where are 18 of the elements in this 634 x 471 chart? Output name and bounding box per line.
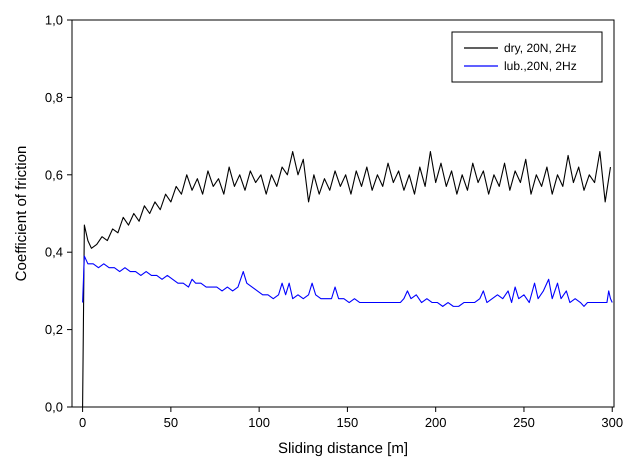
x-tick-label: 250: [513, 415, 535, 430]
y-tick-label: 0,4: [44, 244, 63, 260]
y-tick-label: 0,0: [44, 400, 63, 414]
x-tick-label: 100: [248, 415, 270, 430]
y-tick-label: 0,8: [44, 90, 63, 105]
x-tick-label: 150: [336, 415, 358, 430]
x-tick-label: 50: [164, 415, 178, 430]
line-series: [82, 256, 613, 307]
legend-label: lub.,20N, 2Hz: [504, 59, 577, 73]
x-tick-label: 300: [601, 415, 624, 430]
y-tick-label: 1,0: [44, 12, 63, 28]
x-tick-label: 200: [424, 415, 447, 430]
legend-label: dry, 20N, 2Hz: [504, 41, 576, 55]
x-tick-label: 0: [78, 415, 86, 430]
y-tick-label: 0,2: [44, 322, 63, 338]
x-axis-title: Sliding distance [m]: [278, 440, 408, 457]
y-tick-label: 0,6: [44, 167, 63, 182]
y-axis-title: Coefficient of friction: [13, 146, 30, 282]
